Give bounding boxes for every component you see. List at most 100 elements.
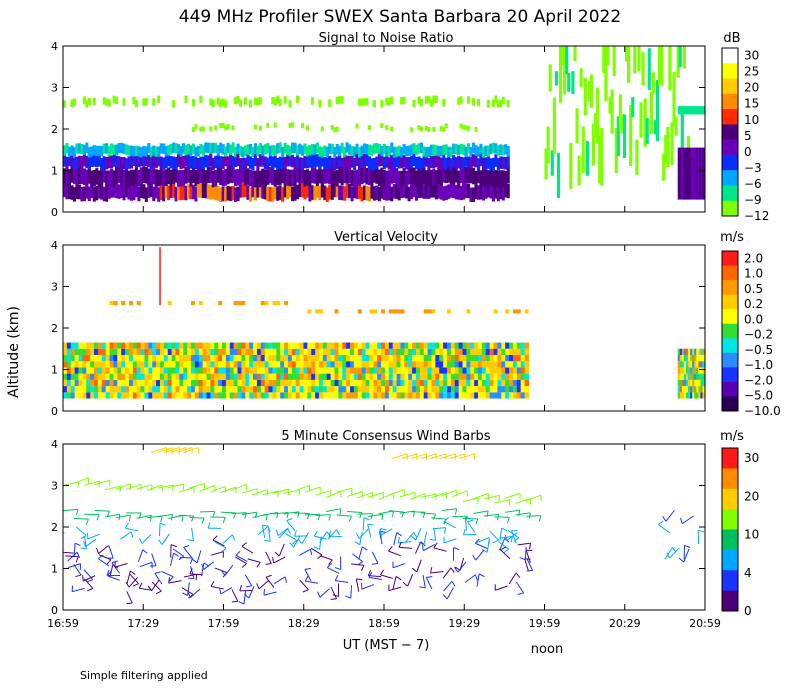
snr-cell	[434, 95, 438, 104]
w-cell	[190, 379, 196, 387]
snr-cell	[320, 126, 324, 132]
w-cell	[454, 342, 460, 349]
snr-cell	[107, 146, 111, 157]
wind-barb	[232, 534, 236, 541]
w-cell	[694, 367, 698, 374]
w-cell	[86, 348, 91, 355]
w-cell	[698, 348, 702, 355]
snr-cell	[622, 114, 627, 159]
w-cell	[78, 348, 83, 355]
snr-cell	[392, 146, 396, 158]
w-cell	[392, 386, 398, 393]
colorbar-swatch	[722, 265, 738, 281]
snr-cell	[375, 142, 379, 154]
wind-barb	[326, 531, 331, 537]
wind-barb	[355, 532, 360, 539]
w-cell	[357, 309, 362, 314]
wind-barb	[442, 594, 448, 600]
w-cell	[291, 342, 297, 349]
w-cell	[388, 342, 394, 349]
w-cell	[117, 379, 122, 387]
w-cell	[396, 367, 402, 374]
snr-cell	[643, 98, 647, 147]
snr-cell	[102, 156, 106, 169]
wind-barb	[126, 570, 131, 584]
wind-barb	[83, 480, 100, 486]
w-cell	[245, 379, 250, 387]
snr-cell	[70, 166, 74, 183]
snr-cell	[191, 99, 195, 107]
snr-cell	[288, 182, 292, 198]
wind-barb	[241, 511, 257, 516]
snr-cell	[365, 144, 369, 155]
w-cell	[268, 342, 274, 349]
wind-barb	[404, 531, 415, 543]
w-cell	[679, 392, 683, 399]
w-cell	[388, 392, 394, 399]
w-cell	[70, 373, 76, 380]
w-cell	[210, 361, 215, 368]
w-cell	[443, 354, 448, 362]
w-cell	[493, 361, 499, 368]
w-cell	[427, 361, 433, 368]
colorbar-swatch	[722, 338, 738, 354]
snr-cell	[382, 143, 386, 155]
snr-cell	[375, 156, 379, 169]
w-cell	[78, 354, 83, 362]
snr-cell	[263, 184, 267, 200]
w-cell	[82, 348, 87, 355]
w-cell	[113, 342, 118, 349]
wind-barb	[336, 514, 352, 517]
snr-cell	[231, 155, 235, 169]
wind-barb	[380, 574, 393, 579]
wind-barb	[397, 537, 400, 544]
snr-cell	[134, 155, 138, 169]
w-cell	[677, 386, 681, 393]
snr-cell	[87, 167, 91, 184]
wind-barb	[529, 543, 532, 550]
w-cell	[408, 367, 413, 374]
w-cell	[291, 361, 297, 368]
snr-cell	[491, 99, 495, 107]
snr-cell	[467, 156, 471, 170]
w-cell	[210, 354, 215, 362]
w-cell	[392, 361, 398, 368]
w-cell	[338, 379, 343, 387]
wind-barb	[273, 556, 286, 564]
w-cell	[524, 309, 529, 314]
w-cell	[396, 379, 402, 387]
colorbar-label: 0.5	[744, 282, 763, 296]
w-cell	[179, 386, 184, 393]
w-cell	[408, 392, 413, 399]
snr-cell	[229, 144, 233, 156]
snr-cell	[323, 157, 327, 170]
w-cell	[685, 361, 689, 368]
w-cell	[280, 386, 285, 393]
snr-cell	[422, 167, 426, 185]
w-cell	[681, 348, 685, 355]
snr-cell	[253, 153, 257, 167]
snr-cell	[189, 169, 193, 187]
w-cell	[121, 373, 126, 380]
snr-cell	[444, 166, 448, 184]
snr-cell	[320, 147, 324, 158]
snr-cell	[90, 170, 94, 188]
snr-cell	[402, 144, 406, 155]
wind-barb	[357, 491, 373, 499]
snr-cell	[169, 183, 173, 198]
snr-cell	[325, 157, 329, 170]
w-cell	[361, 354, 367, 362]
w-cell	[698, 354, 702, 362]
snr-cell	[367, 125, 371, 131]
snr-cell	[139, 147, 143, 158]
snr-cell	[288, 122, 292, 128]
snr-cell	[194, 156, 198, 170]
w-cell	[280, 354, 285, 362]
w-cell	[109, 354, 115, 362]
w-cell	[156, 348, 161, 355]
snr-cell	[437, 156, 441, 169]
w-cell	[346, 367, 351, 374]
w-cell	[412, 342, 417, 349]
w-cell	[681, 373, 685, 380]
wind-barb	[221, 547, 227, 553]
